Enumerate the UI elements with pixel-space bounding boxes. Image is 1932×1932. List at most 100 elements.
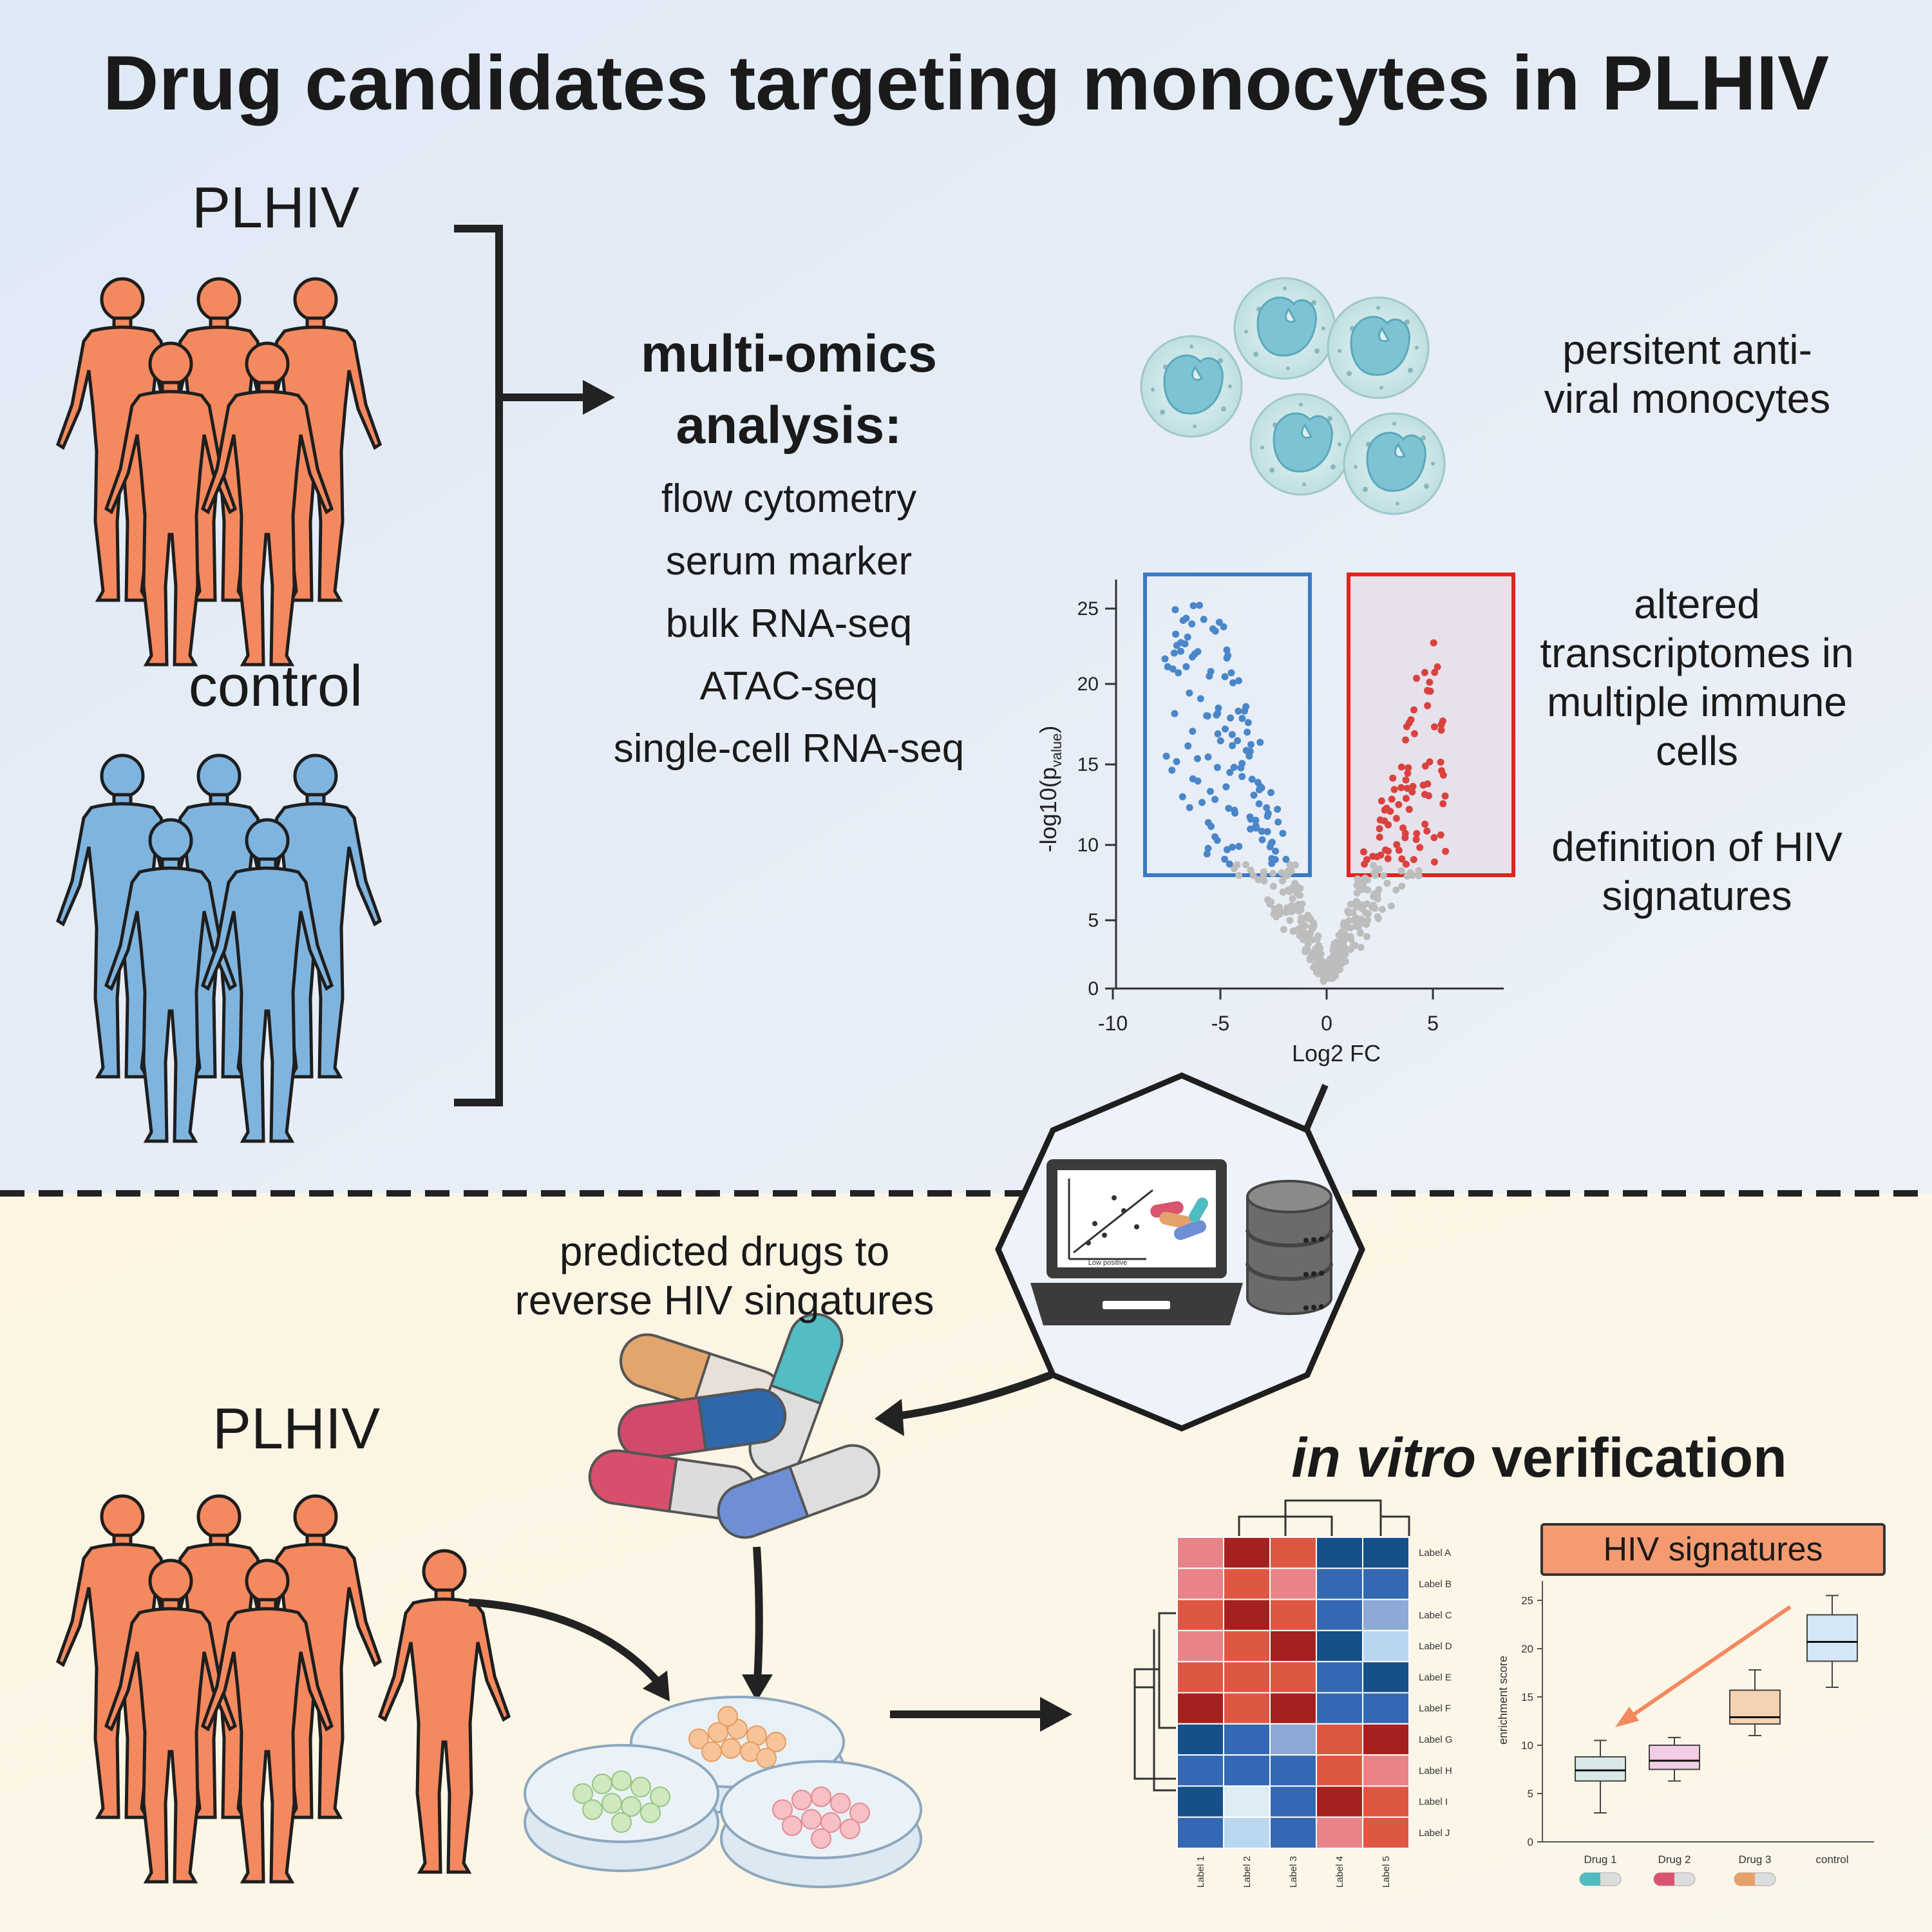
boxplot-tick-label: 10 [1521, 1739, 1533, 1752]
boxplot-x-labels: Drug 1 Drug 2 Drug 3 control [1584, 1853, 1848, 1866]
heatmap-cell [1269, 1692, 1317, 1725]
volcano-point [1405, 806, 1413, 813]
heatmap-cell [1269, 1567, 1317, 1600]
volcano-point [1282, 855, 1290, 863]
volcano-point [1288, 902, 1296, 909]
vitro-heading: in vitro verification [1249, 1426, 1829, 1490]
volcano-point [1222, 725, 1229, 733]
volcano-point [1226, 860, 1233, 868]
laptop-icon: Low positive [1030, 1159, 1243, 1325]
group-bracket [454, 225, 589, 1106]
volcano-point [1430, 723, 1438, 731]
heatmap-cell [1269, 1537, 1317, 1569]
signature-line: definition of HIV [1551, 824, 1842, 870]
volcano-point [1242, 861, 1249, 869]
volcano-point [1441, 792, 1449, 800]
petri-dishes-icon [524, 1696, 922, 1888]
volcano-point [1225, 804, 1233, 812]
volcano-x-tick: -10 [1098, 1012, 1128, 1035]
volcano-point [1228, 731, 1236, 739]
volcano-point [1267, 789, 1274, 797]
volcano-point [1383, 880, 1391, 887]
pill-icon-half [1654, 1873, 1674, 1886]
volcano-point [1437, 831, 1444, 838]
volcano-point [1384, 855, 1392, 862]
volcano-point [1188, 653, 1196, 661]
trend-arrow [1628, 1605, 1792, 1719]
heatmap-cell [1362, 1754, 1410, 1787]
heatmap-cell [1223, 1629, 1271, 1663]
volcano-point [1184, 742, 1192, 750]
volcano-point [1204, 753, 1212, 761]
volcano-point [1327, 974, 1334, 982]
volcano-point [1258, 836, 1266, 844]
volcano-point [1188, 620, 1196, 628]
volcano-point [1376, 833, 1383, 841]
volcano-point [1352, 898, 1360, 905]
volcano-point [1244, 728, 1251, 736]
heatmap-col-label: Label 3 [1288, 1856, 1299, 1888]
signature-line: signatures [1602, 873, 1792, 919]
boxplot-y-label: enrichment score [1497, 1656, 1510, 1745]
heatmap-cell [1177, 1598, 1224, 1631]
control-label: control [188, 654, 363, 719]
volcano-point [1402, 795, 1410, 802]
volcano-point [1356, 883, 1363, 891]
volcano-point [1332, 957, 1340, 964]
heatmap-cell [1362, 1598, 1410, 1631]
volcano-point [1421, 820, 1429, 828]
volcano-point [1403, 784, 1411, 792]
volcano-point [1170, 649, 1178, 657]
volcano-point [1275, 903, 1283, 911]
volcano-point [1235, 677, 1242, 685]
volcano-point [1361, 860, 1368, 868]
volcano-point [1179, 616, 1187, 624]
volcano-point [1284, 886, 1292, 894]
arrow-to-drugs [891, 1371, 1053, 1421]
volcano-point [1381, 806, 1388, 814]
heatmap-cell [1269, 1816, 1317, 1849]
volcano-point [1248, 775, 1256, 783]
volcano-point [1413, 674, 1421, 682]
laptop-chart-label: Low positive [1088, 1259, 1128, 1267]
volcano-point [1206, 788, 1214, 795]
volcano-point [1309, 925, 1316, 933]
database-icon [1245, 1180, 1333, 1315]
volcano-point [1238, 715, 1246, 723]
volcano-point [1363, 920, 1370, 928]
heatmap-row-labels: Label A Label B Label C Label D Label E Label… [1419, 1548, 1453, 1839]
volcano-point [1410, 856, 1417, 864]
volcano-point [1347, 933, 1354, 941]
volcano-point [1379, 905, 1386, 913]
boxplot-tick-label: 5 [1528, 1788, 1533, 1800]
volcano-point [1235, 872, 1243, 879]
heatmap-row-label: Label J [1419, 1828, 1450, 1839]
volcano-point [1353, 903, 1361, 911]
heatmap-cell [1223, 1598, 1271, 1631]
volcano-point [1289, 927, 1297, 935]
volcano-point [1224, 652, 1232, 659]
volcano-point [1308, 954, 1316, 962]
transcriptome-line: altered [1634, 581, 1760, 627]
volcano-point [1365, 910, 1372, 918]
heatmap-cell [1316, 1537, 1363, 1569]
volcano-point [1423, 827, 1431, 835]
boxplot-tick-label: 20 [1521, 1643, 1533, 1655]
volcano-point [1430, 639, 1437, 647]
volcano-point [1189, 728, 1197, 735]
volcano-point [1416, 844, 1424, 851]
volcano-point [1217, 737, 1224, 744]
volcano-point [1375, 886, 1383, 893]
heatmap-cell [1177, 1567, 1224, 1600]
volcano-point [1179, 793, 1186, 800]
volcano-point [1252, 822, 1260, 829]
arrow-drugs-to-dish [753, 1546, 763, 1681]
volcano-point [1230, 763, 1238, 771]
volcano-point [1437, 759, 1444, 766]
volcano-point [1381, 817, 1388, 825]
volcano-point [1399, 824, 1407, 832]
plhiv-label: PLHIV [191, 176, 360, 240]
arrow-to-results-head [1040, 1697, 1072, 1732]
boxplot-pill-icons [1579, 1872, 1776, 1886]
